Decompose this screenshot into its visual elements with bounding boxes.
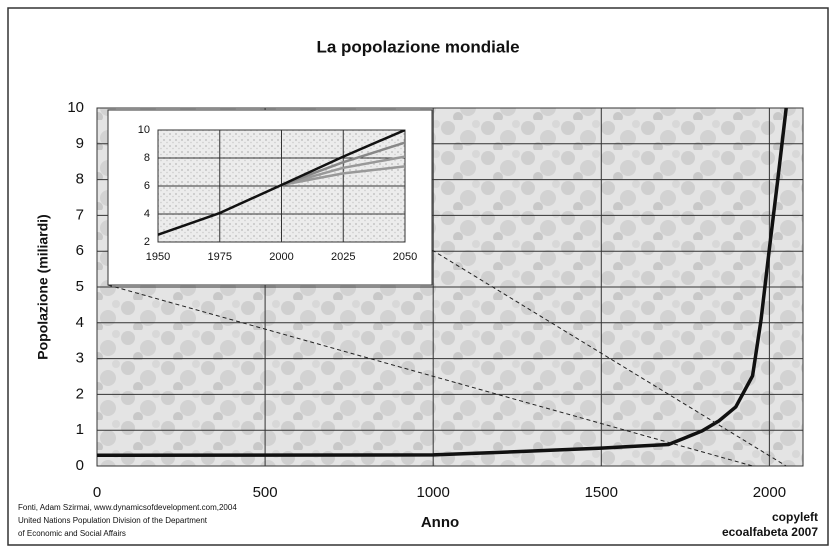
y-tick-label: 4: [144, 208, 150, 220]
x-tick-label: 1500: [585, 484, 618, 501]
data-line: [281, 155, 405, 187]
y-tick-label: 1: [76, 421, 84, 438]
source-note: of Economic and Social Affairs: [18, 529, 126, 538]
y-tick-label: 9: [76, 135, 84, 152]
data-line: [97, 108, 788, 458]
y-tick-label: 2: [76, 385, 84, 402]
zoom-connector: [431, 249, 787, 467]
credit: ecoalfabeta 2007: [722, 525, 818, 539]
x-axis-label: Anno: [421, 514, 459, 531]
credit: copyleft: [772, 510, 818, 524]
y-tick-label: 7: [76, 206, 84, 223]
y-tick-label: 8: [144, 152, 150, 164]
y-tick-label: 6: [76, 242, 84, 259]
x-tick-label: 1000: [417, 484, 450, 501]
x-tick-label: 500: [253, 484, 278, 501]
source-note: Fonti, Adam Szirmai, www.dynamicsofdevel…: [18, 503, 237, 512]
x-tick-label: 0: [93, 484, 101, 501]
x-tick-label: 2000: [753, 484, 786, 501]
source-note: United Nations Population Division of th…: [18, 516, 208, 525]
y-tick-label: 4: [76, 314, 84, 331]
x-tick-label: 1950: [146, 251, 170, 263]
plot-border: [157, 129, 406, 243]
y-tick-label: 0: [76, 457, 84, 474]
data-line: [281, 141, 405, 187]
x-tick-label: 2000: [269, 251, 293, 263]
y-tick-label: 6: [144, 180, 150, 192]
plot-border: [96, 107, 804, 467]
data-line: [158, 130, 405, 236]
x-tick-label: 1975: [208, 251, 232, 263]
y-tick-label: 10: [138, 124, 150, 136]
x-tick-label: 2050: [393, 251, 417, 263]
y-tick-label: 3: [76, 350, 84, 367]
y-tick-label: 8: [76, 171, 84, 188]
y-axis-label: Popolazione (miliardi): [35, 214, 51, 359]
data-line: [281, 165, 405, 187]
y-tick-label: 10: [67, 99, 84, 116]
y-tick-label: 5: [76, 278, 84, 295]
x-tick-label: 2025: [331, 251, 355, 263]
chart-title: La popolazione mondiale: [316, 37, 519, 56]
y-tick-label: 2: [144, 236, 150, 248]
